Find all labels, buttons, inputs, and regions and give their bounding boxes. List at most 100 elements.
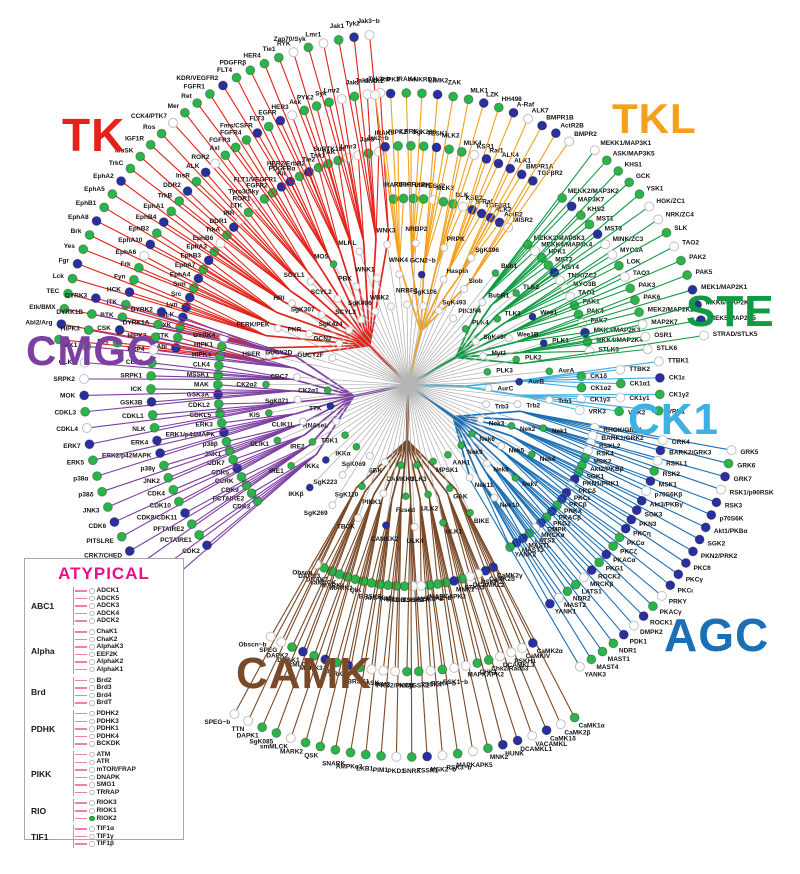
kinase-node-RIPK2 bbox=[393, 140, 404, 151]
atypical-member-ADCK4: ADCK4 bbox=[75, 610, 177, 618]
kinase-node-PDK1 bbox=[618, 629, 629, 640]
kinase-label-IKKβ: IKKβ bbox=[288, 491, 303, 498]
kinase-node-CDK2 bbox=[201, 540, 212, 551]
kinase-node-InsR bbox=[191, 176, 202, 187]
kinase-label-EphB4: EphB4 bbox=[136, 214, 157, 221]
kinase-label-Tyk2: Tyk2 bbox=[346, 20, 361, 27]
kinase-node-GCK bbox=[624, 177, 635, 188]
kinase-label-PDGFRα: PDGFRα bbox=[269, 165, 296, 172]
kinase-node-CaMK2α bbox=[527, 638, 538, 649]
kinase-node-GSK3A bbox=[213, 389, 224, 400]
kinase-node-NDR1 bbox=[608, 638, 619, 649]
kinase-label-MST4: MST4 bbox=[562, 264, 580, 271]
kinase-label-BRSK1: BRSK1 bbox=[347, 678, 369, 685]
kinase-label-Raf1: Raf1 bbox=[489, 147, 503, 154]
kinase-node-MELK bbox=[399, 581, 410, 592]
kinase-node-p38β bbox=[221, 436, 232, 447]
kinase-label-RSK4: RSK4 bbox=[596, 451, 614, 458]
kinase-label-MST1: MST1 bbox=[596, 215, 614, 222]
kinase-node-CK2α1 bbox=[323, 386, 332, 395]
kinase-label-RSK1~b: RSK1~b bbox=[443, 679, 468, 686]
atypical-group-RIO: RIO RIOK3 RIOK1 RIOK2 bbox=[31, 799, 177, 823]
kinase-node-WNK3 bbox=[383, 240, 392, 249]
kinase-label-ActR2: ActR2 bbox=[504, 212, 523, 219]
kinase-label-ERK1/p44MAPK: ERK1/p44MAPK bbox=[166, 432, 216, 439]
kinase-node-ULK2 bbox=[424, 490, 433, 499]
kinase-node-Src bbox=[184, 292, 195, 303]
kinase-label-VRK1: VRK1 bbox=[668, 409, 686, 416]
kinase-label-MST3: MST3 bbox=[605, 226, 623, 233]
kinase-label-DDR2: DDR2 bbox=[163, 182, 181, 189]
kinase-node-TTN bbox=[243, 715, 254, 726]
kinase-label-Zap70/Syk: Zap70/Syk bbox=[274, 36, 307, 43]
kinase-label-PKACγ: PKACγ bbox=[660, 609, 682, 616]
kinase-node-BCKDK bbox=[89, 741, 95, 747]
kinase-node-CK1γ2 bbox=[654, 389, 665, 400]
kinase-label-BMPR1A: BMPR1A bbox=[526, 163, 554, 170]
kinase-node-MAPKAPK2 bbox=[460, 660, 471, 671]
kinase-label-CDKL1: CDKL1 bbox=[122, 413, 144, 420]
kinase-node-PIM1 bbox=[376, 751, 387, 762]
kinase-node-CAMKK2 bbox=[381, 521, 390, 530]
kinase-label-Ack: Ack bbox=[289, 99, 301, 106]
kinase-node-ATR bbox=[89, 759, 95, 766]
kinase-node-SCYL2 bbox=[333, 295, 342, 304]
kinase-label-HER4: HER4 bbox=[243, 52, 261, 59]
kinase-label-AurB: AurB bbox=[528, 378, 544, 385]
kinase-node-CDKL3 bbox=[80, 406, 91, 417]
kinase-node-Nek10 bbox=[490, 493, 499, 502]
kinase-node-MuSK bbox=[135, 151, 146, 162]
kinase-node-Wee1B bbox=[504, 334, 513, 343]
kinase-node-Lmr2 bbox=[336, 94, 347, 105]
kinase-label-CTK: CTK bbox=[156, 333, 170, 340]
kinase-label-CK1ε: CK1ε bbox=[669, 375, 685, 382]
kinase-node-PCTAIRE1 bbox=[194, 529, 205, 540]
kinase-node-mTOR/FRAP bbox=[89, 767, 95, 773]
kinase-node-BMPR1B bbox=[537, 120, 548, 131]
kinase-label-SCYL1: SCYL1 bbox=[284, 272, 305, 279]
kinase-label-MNK2: MNK2 bbox=[490, 754, 509, 761]
kinase-node-TLK1 bbox=[493, 314, 502, 323]
kinase-node-SCYL1 bbox=[306, 277, 315, 286]
kinase-label-ULK4: ULK4 bbox=[407, 538, 424, 545]
kinase-label-Fused: Fused bbox=[396, 507, 415, 514]
kinase-label-KSR1: KSR1 bbox=[477, 143, 495, 150]
kinase-label-PKCδ: PKCδ bbox=[578, 488, 596, 495]
kinase-label-MAPKAPK2: MAPKAPK2 bbox=[468, 672, 505, 679]
kinase-node-IRAK4 bbox=[401, 88, 412, 99]
kinase-label-IKKε: IKKε bbox=[305, 463, 319, 470]
atypical-member-AlphaK1: AlphaK1 bbox=[75, 666, 177, 674]
kinase-label-InsR: InsR bbox=[176, 172, 190, 179]
kinase-node-CK1γ3 bbox=[575, 393, 586, 404]
kinase-node-AurC bbox=[484, 384, 493, 393]
kinase-node-IKKε bbox=[321, 455, 330, 464]
atypical-member-BrdT: BrdT bbox=[75, 699, 177, 707]
atypical-group-TIF1: TIF1 TIF1α TIF1γ TIF1β bbox=[31, 825, 177, 848]
kinase-label-RSK4~b: RSK4~b bbox=[431, 680, 456, 687]
kinase-label-Trb1: Trb1 bbox=[558, 398, 572, 405]
kinase-label-Haspin: Haspin bbox=[446, 268, 468, 275]
kinase-node-TAO1 bbox=[565, 291, 576, 302]
kinase-node-CHK1 bbox=[472, 658, 483, 669]
kinase-label-Lmr1: Lmr1 bbox=[305, 32, 321, 39]
kinase-label-LTK: LTK bbox=[230, 203, 242, 210]
kinase-node-Tyro3/Sky bbox=[259, 193, 270, 204]
kinase-node-VRK1 bbox=[653, 405, 664, 416]
atypical-group-name: Alpha bbox=[31, 645, 55, 656]
atypical-legend-rows: ABC1 ADCK1 ADCK5 ADCK3 ADCK4 ADCK2 Alpha ChaK1 C… bbox=[31, 587, 177, 848]
kinase-node-DYRK3 bbox=[90, 293, 101, 304]
kinase-label-TrkB: TrkB bbox=[158, 192, 173, 199]
kinase-label-MAK: MAK bbox=[194, 382, 209, 389]
family-branch-ste: MEKK1/MAP3K1 MEKK2/MAP3K2 MEKK3/MAP3K3 ASK/… bbox=[406, 140, 758, 387]
atypical-member-PDHK4: PDHK4 bbox=[75, 733, 177, 741]
kinase-node-ARK5 bbox=[343, 660, 354, 671]
kinase-label-Akt1/PKBα: Akt1/PKBα bbox=[714, 528, 748, 535]
kinase-label-PLK1: PLK1 bbox=[552, 337, 569, 344]
kinase-label-STRAD/STLK5: STRAD/STLK5 bbox=[713, 331, 758, 338]
kinase-node-PKD2/PKCμ bbox=[390, 666, 401, 677]
kinase-label-MAST1: MAST1 bbox=[608, 656, 630, 663]
kinase-label-VRK2: VRK2 bbox=[628, 410, 646, 417]
kinase-node-EphA6 bbox=[139, 250, 150, 261]
kinase-node-CDKL2 bbox=[213, 398, 224, 409]
kinase-node-KSR1 bbox=[469, 150, 480, 161]
